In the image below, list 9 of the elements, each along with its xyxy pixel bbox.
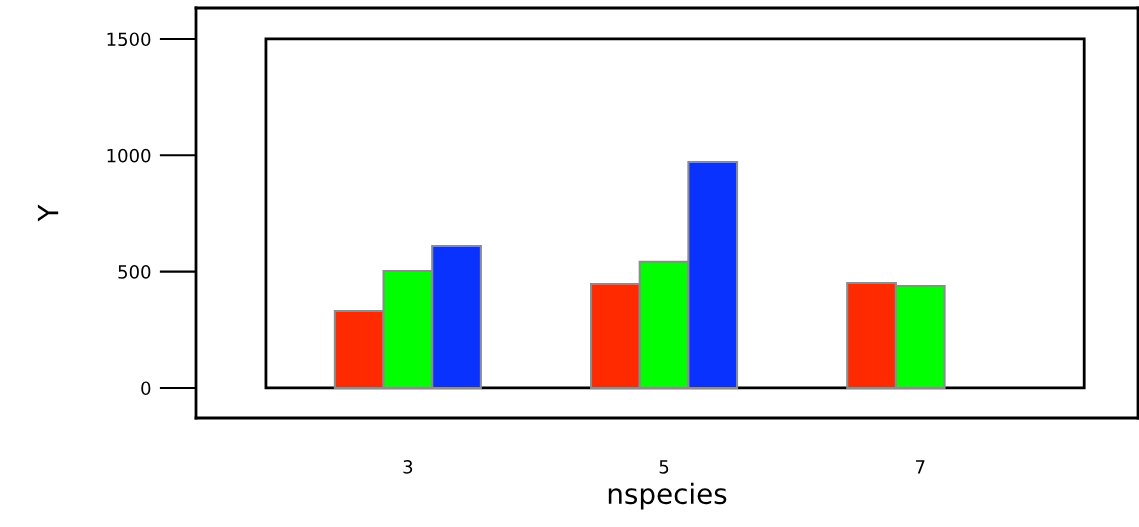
y-tick-label: 0 <box>141 381 151 396</box>
x-tick-label: 7 <box>915 460 925 474</box>
y-tick-label: 1000 <box>107 148 151 163</box>
y-tick-label: 500 <box>118 265 151 279</box>
y-axis-title: Y <box>37 204 59 222</box>
x-tick-label: 5 <box>659 460 669 474</box>
x-axis-title: nspecies <box>608 482 727 510</box>
y-tick-label: 1500 <box>107 32 151 47</box>
x-tick-label: 3 <box>403 459 413 474</box>
